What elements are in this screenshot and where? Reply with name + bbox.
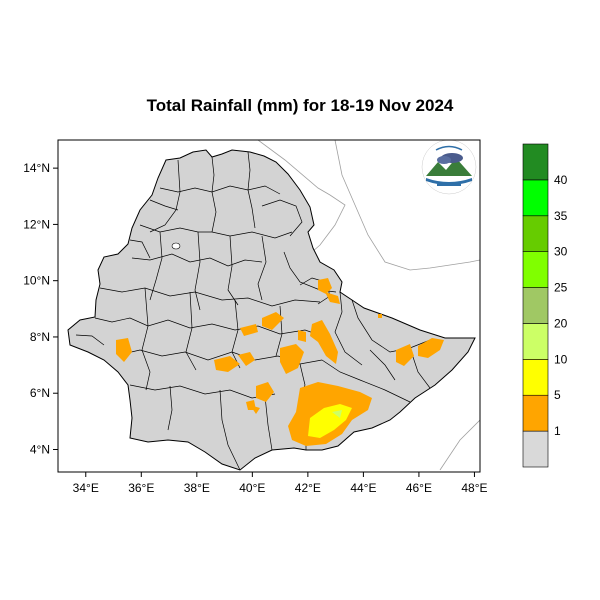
ethiopia-outline [67,149,476,471]
x-tick-label: 34°E [73,481,99,495]
legend-label: 10 [554,352,568,366]
y-tick-label: 8°N [30,330,50,344]
x-tick-label: 36°E [128,481,154,495]
rain-5mm-patch [378,314,382,318]
rain-5mm-patch [310,320,338,364]
x-tick-label: 46°E [406,481,432,495]
longitude-axis: 34°E 36°E 38°E 40°E 42°E 44°E 46°E 48°E [73,472,488,495]
rain-5mm-patch [240,324,258,336]
rain-5mm-patch [396,344,414,366]
legend-label: 30 [554,245,568,259]
y-tick-label: 14°N [23,161,50,175]
legend-label: 20 [554,316,568,330]
y-tick-label: 4°N [30,442,50,456]
rain-5mm-patch [238,352,255,366]
legend-color-box [522,430,549,468]
rain-5mm-patch [298,330,306,342]
legend-color-box [522,394,549,432]
rain-5mm-patch [116,338,132,362]
x-tick-label: 42°E [295,481,321,495]
legend-label: 40 [554,173,568,187]
map-title: Total Rainfall (mm) for 18-19 Nov 2024 [146,96,454,115]
legend-label: 1 [554,424,561,438]
legend-color-box [522,251,549,288]
map-frame [57,139,481,473]
x-tick-label: 48°E [461,481,487,495]
legend-color-box [522,323,549,360]
ethiopian-meteorology-institute-logo [421,139,477,195]
x-tick-label: 38°E [184,481,210,495]
rain-5mm-patch [325,292,340,304]
latitude-axis: 4°N 6°N 8°N 10°N 12°N 14°N [23,161,58,456]
legend-color-box [522,215,549,252]
legend-color-box [522,143,549,181]
rain-20mm-patch [332,410,342,418]
rain-5mm-patch [418,338,444,358]
rain-5mm-patch [250,405,260,414]
neighbor-borders [257,140,480,471]
map-area [67,140,480,471]
lake-tana [171,242,181,250]
rain-5mm-patch [262,312,284,330]
admin-boundaries [75,151,431,471]
legend-color-box [522,179,549,217]
legend-label: 5 [554,388,561,402]
legend-label: 25 [554,281,568,295]
y-tick-label: 6°N [30,386,50,400]
rain-5mm-patch [318,278,332,294]
legend-colorbar: 1 5 10 20 25 30 35 40 [522,143,568,468]
rain-5mm-patch [214,356,240,372]
legend-label: 35 [554,209,568,223]
rainfall-patches [116,278,444,446]
legend-color-box [522,287,549,324]
y-tick-label: 12°N [23,217,50,231]
y-tick-label: 10°N [23,274,50,288]
x-tick-label: 44°E [350,481,376,495]
x-tick-label: 40°E [239,481,265,495]
rain-5mm-patch [256,382,274,402]
rain-5mm-patch [280,344,304,374]
legend-color-box [522,359,549,396]
